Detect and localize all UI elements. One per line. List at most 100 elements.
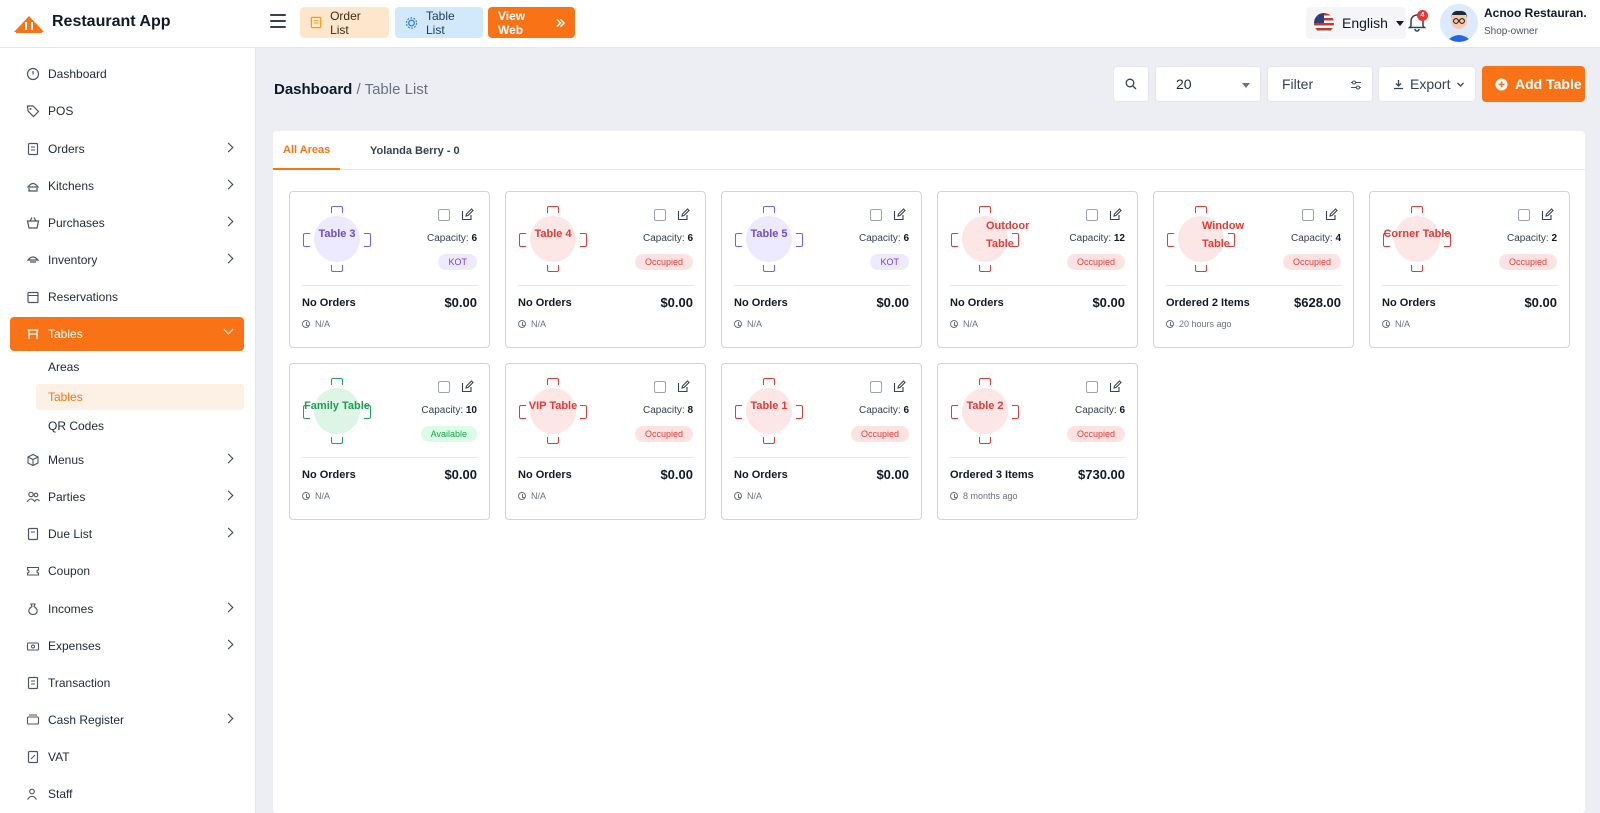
chair-left	[519, 405, 526, 419]
sidebar-item-staff[interactable]: Staff	[10, 777, 244, 811]
sidebar-item-label: VAT	[48, 750, 70, 764]
sidebar-item-incomes[interactable]: Incomes	[10, 592, 244, 626]
submenu-item-qr-codes[interactable]: QR Codes	[36, 413, 244, 439]
table-card[interactable]: Family Table Capacity: 10 Available No O…	[289, 363, 490, 520]
order-amount: $0.00	[660, 467, 693, 482]
select-checkbox[interactable]	[1086, 209, 1098, 221]
table-seat-diagram: Table 1	[734, 376, 804, 446]
tab-all-areas[interactable]: All Areas	[273, 131, 341, 170]
menu-toggle-icon[interactable]	[270, 14, 286, 28]
chair-top	[547, 206, 559, 213]
chair-left	[735, 405, 742, 419]
sidebar-item-due-list[interactable]: Due List	[10, 517, 244, 551]
per-page-select[interactable]: 20	[1155, 66, 1261, 102]
edit-icon[interactable]	[677, 208, 690, 221]
sidebar-item-inventory[interactable]: Inventory	[10, 243, 244, 277]
select-checkbox[interactable]	[1086, 381, 1098, 393]
add-table-button[interactable]: Add Table	[1482, 66, 1585, 102]
sidebar-item-label: Reservations	[48, 290, 119, 304]
submenu-item-tables[interactable]: Tables	[36, 384, 244, 410]
sidebar-item-orders[interactable]: Orders	[10, 132, 244, 166]
select-checkbox[interactable]	[438, 381, 450, 393]
export-button[interactable]: Export	[1378, 66, 1476, 102]
sidebar-item-reservations[interactable]: Reservations	[10, 280, 244, 314]
search-button[interactable]	[1113, 66, 1149, 102]
table-card[interactable]: Table 5 Capacity: 6 KOT No Orders $0.00 …	[721, 191, 922, 348]
edit-icon[interactable]	[893, 380, 906, 393]
submenu-item-label: Areas	[48, 360, 80, 374]
sidebar-item-parties[interactable]: Parties	[10, 480, 244, 514]
chair-right	[796, 233, 803, 247]
order-summary: No Orders	[302, 469, 356, 481]
sidebar-item-expenses[interactable]: Expenses	[10, 629, 244, 663]
select-checkbox[interactable]	[654, 209, 666, 221]
edit-icon[interactable]	[893, 208, 906, 221]
chevron-down-icon	[223, 324, 234, 335]
chair-bottom	[331, 437, 343, 444]
tab-yolanda-berry[interactable]: Yolanda Berry - 0	[360, 131, 470, 170]
order-summary: Ordered 3 Items	[950, 469, 1034, 481]
chair-right	[1228, 233, 1235, 247]
submenu-item-areas[interactable]: Areas	[36, 354, 244, 380]
table-card[interactable]: Table 1 Capacity: 6 Occupied No Orders $…	[721, 363, 922, 520]
chair-right	[1444, 233, 1451, 247]
chair-bottom	[763, 265, 775, 272]
select-checkbox[interactable]	[438, 209, 450, 221]
edit-icon[interactable]	[461, 380, 474, 393]
capacity-label: Capacity:	[1290, 233, 1333, 244]
view-web-button[interactable]: View Web	[488, 7, 575, 38]
edit-icon[interactable]	[1541, 208, 1554, 221]
sidebar-item-vat[interactable]: VAT	[10, 740, 244, 774]
order-list-label: Order List	[330, 8, 361, 37]
order-amount: $730.00	[1078, 467, 1125, 482]
table-card[interactable]: Window Table Capacity: 4 Occupied Ordere…	[1153, 191, 1354, 348]
caret-down-icon	[1395, 20, 1404, 26]
table-card[interactable]: Table 4 Capacity: 6 Occupied No Orders $…	[505, 191, 706, 348]
table-circle	[962, 216, 1008, 262]
table-card[interactable]: Table 2 Capacity: 6 Occupied Ordered 3 I…	[937, 363, 1138, 520]
edit-icon[interactable]	[461, 208, 474, 221]
clock-icon	[734, 320, 742, 328]
sidebar-item-dashboard[interactable]: Dashboard	[10, 57, 244, 91]
sidebar-item-kitchens[interactable]: Kitchens	[10, 169, 244, 203]
select-checkbox[interactable]	[870, 209, 882, 221]
sidebar-item-pos[interactable]: POS	[10, 94, 244, 128]
sidebar-item-cash-register[interactable]: Cash Register	[10, 703, 244, 737]
view-web-label: View Web	[498, 8, 526, 37]
edit-icon[interactable]	[677, 380, 690, 393]
order-time: N/A	[1382, 319, 1410, 329]
breadcrumb-root[interactable]: Dashboard	[274, 81, 353, 98]
table-card[interactable]: Corner Table Capacity: 2 Occupied No Ord…	[1369, 191, 1570, 348]
card-divider	[1382, 285, 1558, 286]
select-checkbox[interactable]	[1302, 209, 1314, 221]
sidebar-item-tables[interactable]: Tables	[10, 317, 244, 351]
language-selector[interactable]: English	[1306, 7, 1406, 39]
table-circle	[1178, 216, 1224, 262]
user-avatar[interactable]	[1440, 4, 1478, 42]
edit-icon[interactable]	[1325, 208, 1338, 221]
edit-icon[interactable]	[1109, 208, 1122, 221]
sidebar-item-purchases[interactable]: Purchases	[10, 206, 244, 240]
sidebar-item-menus[interactable]: Menus	[10, 443, 244, 477]
capacity-value: 6	[903, 405, 909, 416]
app-logo[interactable]: Restaurant App	[12, 10, 171, 34]
sidebar-item-transaction[interactable]: Transaction	[10, 666, 244, 700]
capacity: Capacity: 2	[1507, 233, 1557, 244]
table-card[interactable]: VIP Table Capacity: 8 Occupied No Orders…	[505, 363, 706, 520]
filter-button[interactable]: Filter	[1267, 66, 1373, 102]
table-list-button[interactable]: Table List	[395, 7, 483, 38]
order-time-text: N/A	[747, 491, 763, 501]
select-checkbox[interactable]	[870, 381, 882, 393]
table-name: Family Table	[304, 400, 370, 412]
capacity: Capacity: 6	[1075, 405, 1125, 416]
order-list-button[interactable]: Order List	[300, 7, 389, 38]
select-checkbox[interactable]	[1518, 209, 1530, 221]
table-card[interactable]: Table 3 Capacity: 6 KOT No Orders $0.00 …	[289, 191, 490, 348]
table-circle	[746, 216, 792, 262]
table-name: VIP Table	[528, 400, 578, 412]
table-card[interactable]: Outdoor Table Capacity: 12 Occupied No O…	[937, 191, 1138, 348]
select-checkbox[interactable]	[654, 381, 666, 393]
sidebar-item-coupon[interactable]: Coupon	[10, 554, 244, 588]
edit-icon[interactable]	[1109, 380, 1122, 393]
receipt-icon	[310, 16, 322, 29]
